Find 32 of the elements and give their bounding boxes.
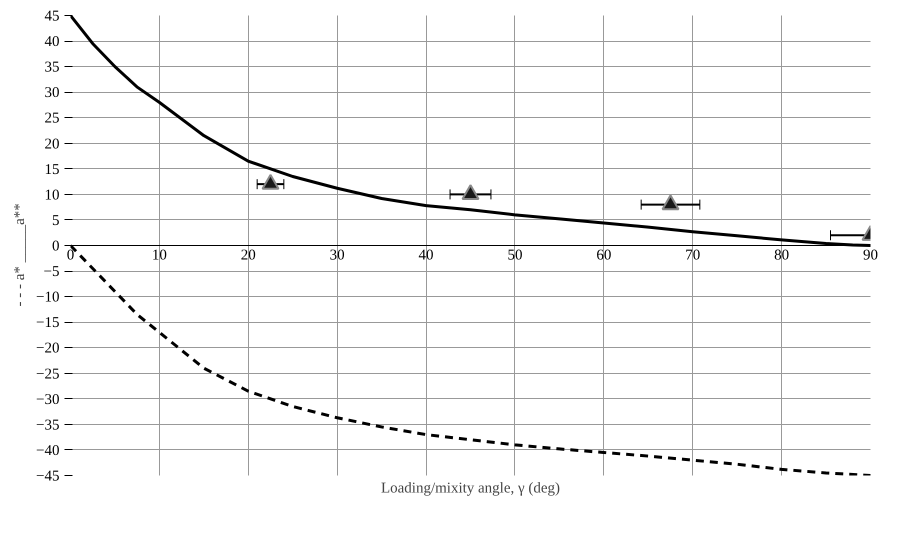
y-tick-label: 45 <box>44 8 60 24</box>
y-tick-label: −35 <box>36 417 60 434</box>
x-axis-title: Loading/mixity angle, γ (deg) <box>380 480 560 496</box>
x-tick-label: 40 <box>418 248 434 264</box>
y-tick-label: −25 <box>36 366 60 382</box>
y-tick-label: 20 <box>44 136 60 152</box>
x-tick-label: 50 <box>507 248 522 264</box>
y-tick-label: −5 <box>44 264 60 280</box>
point <box>262 174 280 190</box>
point <box>462 184 480 200</box>
y-tick-label: 15 <box>44 162 60 178</box>
x-tick-label: 30 <box>330 248 345 264</box>
y-tick-label: −40 <box>36 442 60 459</box>
y-tick-label: −20 <box>36 340 60 357</box>
y-tick-label: 10 <box>44 187 60 204</box>
y-tick-label: −15 <box>36 315 60 332</box>
x-tick-label: 20 <box>240 248 256 264</box>
x-tick-label: 60 <box>596 248 612 264</box>
y-tick-label: −45 <box>36 468 60 484</box>
y-tick-label: 25 <box>44 110 60 127</box>
x-tick-label: 90 <box>863 248 878 264</box>
x-tick-label: 0 <box>66 248 74 264</box>
y-tick-label: −30 <box>36 392 60 408</box>
y-axis-title: - - - a* _____a** <box>12 203 28 307</box>
y-tick-label: 35 <box>44 60 60 76</box>
y-tick-label: −10 <box>36 290 60 306</box>
x-tick-label: 70 <box>685 248 700 264</box>
y-tick-label: 30 <box>44 85 60 102</box>
x-tick-label: 10 <box>152 248 167 264</box>
y-tick-label: 40 <box>44 34 60 50</box>
y-tick-label: 5 <box>52 212 60 229</box>
x-tick-label: 80 <box>774 248 790 264</box>
